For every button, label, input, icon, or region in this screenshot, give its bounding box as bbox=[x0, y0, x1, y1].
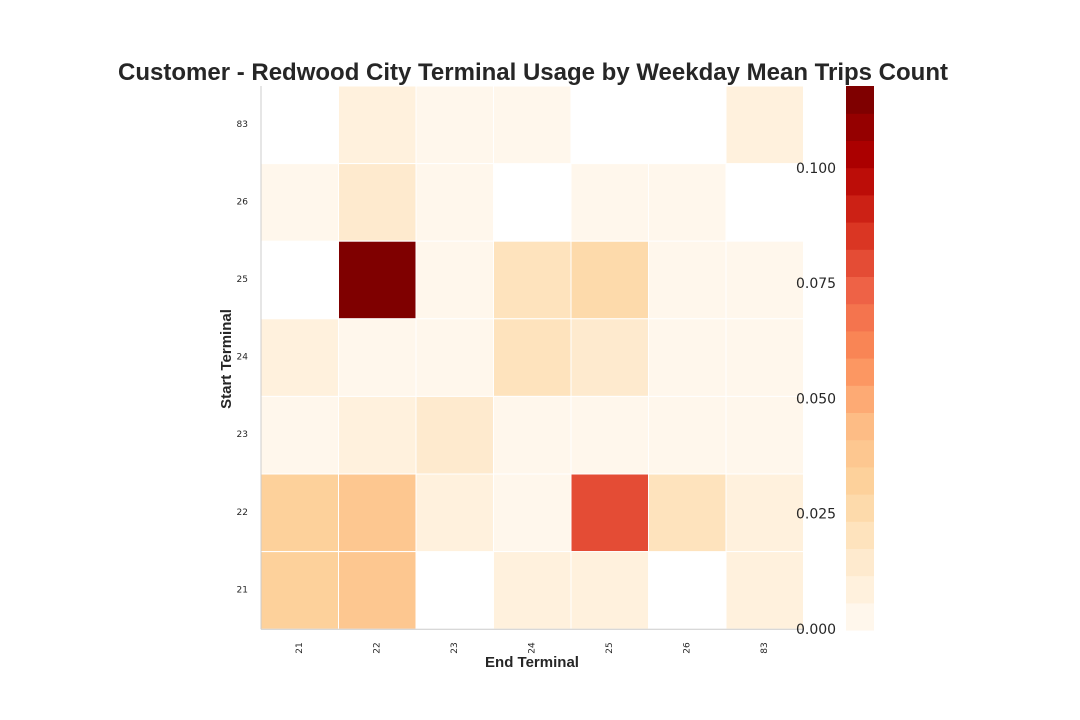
heatmap-cell bbox=[493, 318, 572, 397]
heatmap-cell bbox=[648, 240, 727, 320]
colorbar-band bbox=[846, 249, 874, 277]
colorbar-band bbox=[846, 439, 874, 468]
heatmap-cell bbox=[260, 163, 339, 242]
heatmap-cell bbox=[493, 473, 572, 553]
heatmap-cell bbox=[725, 551, 804, 630]
y-tick-label: 22 bbox=[237, 508, 248, 518]
heatmap-cell bbox=[570, 395, 649, 475]
heatmap-cell bbox=[725, 395, 804, 475]
heatmap-cell bbox=[725, 240, 804, 320]
heatmap-cell bbox=[493, 240, 572, 320]
heatmap-cell bbox=[260, 551, 339, 630]
y-tick-label: 83 bbox=[237, 120, 248, 130]
heatmap-cell bbox=[338, 551, 417, 630]
heatmap-cell bbox=[648, 473, 727, 553]
x-tick-label: 21 bbox=[295, 642, 305, 653]
x-tick-label: 26 bbox=[682, 642, 692, 654]
colorbar-band bbox=[846, 222, 874, 250]
colorbar-band bbox=[846, 521, 874, 549]
colorbar-band bbox=[846, 466, 874, 495]
y-tick-label: 23 bbox=[237, 430, 248, 440]
heatmap-cell bbox=[338, 240, 417, 320]
heatmap-cell bbox=[648, 163, 727, 242]
colorbar-band bbox=[846, 194, 874, 223]
colorbar-band bbox=[846, 575, 874, 604]
colorbar-tick-label: 0.050 bbox=[796, 391, 836, 407]
colorbar-band bbox=[846, 276, 874, 305]
heatmap-cell bbox=[415, 85, 494, 165]
colorbar-band bbox=[846, 412, 874, 441]
y-tick-label: 21 bbox=[237, 585, 248, 595]
colorbar-band bbox=[846, 167, 874, 196]
colorbar-tick-label: 0.000 bbox=[796, 622, 836, 638]
heatmap-cell bbox=[648, 395, 727, 475]
chart-title: Customer - Redwood City Terminal Usage b… bbox=[118, 59, 948, 86]
heatmap-cell bbox=[338, 318, 417, 397]
heatmap-cell bbox=[415, 395, 494, 475]
colorbar-tick-label: 0.100 bbox=[796, 161, 836, 177]
heatmap-cell bbox=[260, 395, 339, 475]
y-tick-label: 25 bbox=[237, 275, 248, 285]
colorbar-band bbox=[846, 602, 874, 631]
colorbar-band bbox=[846, 548, 874, 577]
x-tick-label: 22 bbox=[372, 642, 382, 653]
x-axis-label: End Terminal bbox=[485, 654, 579, 671]
heatmap-cell bbox=[570, 473, 649, 553]
heatmap-cell bbox=[570, 163, 649, 242]
heatmap-cell bbox=[338, 85, 417, 165]
heatmap-cell bbox=[260, 318, 339, 397]
heatmap-cell bbox=[648, 318, 727, 397]
heatmap-cell bbox=[415, 163, 494, 242]
heatmap-cells bbox=[260, 85, 804, 630]
heatmap-cell bbox=[725, 318, 804, 397]
colorbar-band bbox=[846, 385, 874, 413]
colorbar-band bbox=[846, 330, 874, 359]
x-tick-label: 83 bbox=[760, 642, 770, 653]
heatmap-cell bbox=[725, 473, 804, 553]
x-tick-labels: 21 22 23 24 25 26 83 bbox=[295, 642, 770, 654]
colorbar-band bbox=[846, 86, 874, 114]
colorbar bbox=[846, 86, 874, 631]
heatmap-cell bbox=[570, 240, 649, 320]
heatmap-cell bbox=[415, 473, 494, 553]
colorbar-band bbox=[846, 358, 874, 386]
y-tick-label: 24 bbox=[237, 353, 249, 363]
x-tick-label: 23 bbox=[450, 642, 460, 653]
y-axis-label: Start Terminal bbox=[218, 309, 235, 409]
x-tick-label: 24 bbox=[527, 642, 537, 654]
heatmap-cell bbox=[493, 395, 572, 475]
heatmap-cell bbox=[725, 85, 804, 165]
heatmap-axes bbox=[260, 86, 804, 630]
colorbar-tick-labels: 0.000 0.025 0.050 0.075 0.100 bbox=[796, 161, 836, 638]
heatmap-cell bbox=[493, 551, 572, 630]
y-tick-labels: 83 26 25 24 23 22 21 bbox=[237, 120, 249, 596]
colorbar-band bbox=[846, 303, 874, 332]
colorbar-band bbox=[846, 494, 874, 522]
heatmap-cell bbox=[338, 395, 417, 475]
y-tick-label: 26 bbox=[237, 197, 249, 207]
heatmap-cell bbox=[415, 240, 494, 320]
heatmap-cell bbox=[570, 318, 649, 397]
heatmap-cell bbox=[493, 85, 572, 165]
heatmap-cell bbox=[260, 473, 339, 553]
colorbar-band bbox=[846, 140, 874, 169]
heatmap-cell bbox=[570, 551, 649, 630]
x-tick-label: 25 bbox=[605, 642, 615, 653]
colorbar-tick-label: 0.025 bbox=[796, 507, 836, 523]
heatmap-cell bbox=[338, 473, 417, 553]
colorbar-tick-label: 0.075 bbox=[796, 276, 836, 292]
heatmap-cell bbox=[415, 318, 494, 397]
heatmap-cell bbox=[338, 163, 417, 242]
colorbar-band bbox=[846, 113, 874, 141]
